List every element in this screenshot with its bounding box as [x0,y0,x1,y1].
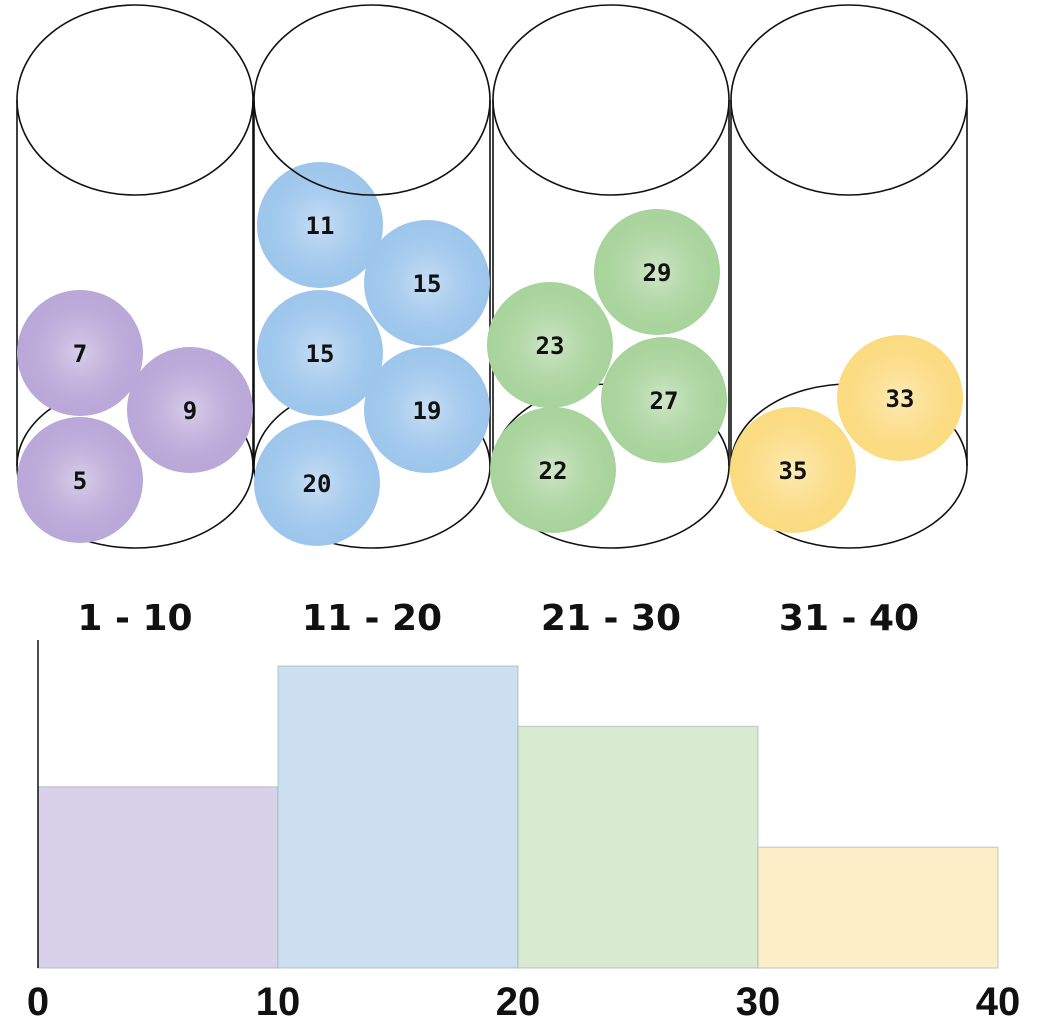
bin-label: 1 - 10 [77,598,192,639]
ball-29: 29 [594,209,720,335]
x-tick-label: 30 [736,980,781,1024]
ball-value: 11 [306,212,335,240]
ball-35: 35 [730,407,856,533]
ball-value: 33 [886,385,915,413]
ball-7: 7 [17,290,143,416]
ball-9: 9 [127,347,253,473]
cylinder-top-ellipse [253,4,491,196]
cylinder-top-ellipse [492,4,730,196]
histogram: 0 10 20 30 40 [27,640,1020,1024]
bin-label: 31 - 40 [779,598,919,639]
ball-33: 33 [837,335,963,461]
bin-cylinders: 7 9 5 11 15 15 19 20 23 29 27 22 33 35 [16,4,968,549]
x-tick-label: 0 [27,980,49,1024]
bin-label: 21 - 30 [541,598,681,639]
ball-value: 35 [779,457,808,485]
histogram-bar-4 [757,846,999,969]
ball-value: 22 [539,457,568,485]
cylinder-bin-4: 33 35 [730,4,968,549]
ball-value: 19 [413,397,442,425]
ball-value: 5 [73,467,87,495]
ball-value: 23 [536,332,565,360]
ball-value: 29 [643,259,672,287]
ball-value: 7 [73,340,87,368]
ball-11: 11 [257,162,383,288]
ball-15: 15 [364,220,490,346]
cylinder-bin-1: 7 9 5 [16,4,254,549]
ball-20: 20 [254,420,380,546]
ball-23: 23 [487,282,613,408]
cylinder-top-ellipse [730,4,968,196]
ball-19: 19 [364,347,490,473]
ball-27: 27 [601,337,727,463]
histogram-bar-3 [517,725,759,969]
ball-value: 27 [650,387,679,415]
ball-value: 20 [303,470,332,498]
histogram-bar-1 [37,786,279,969]
x-tick-label: 20 [496,980,541,1024]
ball-5: 5 [17,417,143,543]
ball-value: 15 [306,340,335,368]
cylinder-top-ellipse [16,4,254,196]
cylinder-bin-2: 11 15 15 19 20 [253,4,491,549]
ball-value: 15 [413,270,442,298]
bin-labels: 1 - 10 11 - 20 21 - 30 31 - 40 [77,598,919,639]
cylinder-bin-3: 23 29 27 22 [487,4,730,549]
ball-15: 15 [257,290,383,416]
x-tick-label: 10 [256,980,301,1024]
ball-value: 9 [183,397,197,425]
bin-label: 11 - 20 [302,598,442,639]
histogram-bar-2 [277,665,519,969]
x-tick-label: 40 [976,980,1021,1024]
ball-22: 22 [490,407,616,533]
